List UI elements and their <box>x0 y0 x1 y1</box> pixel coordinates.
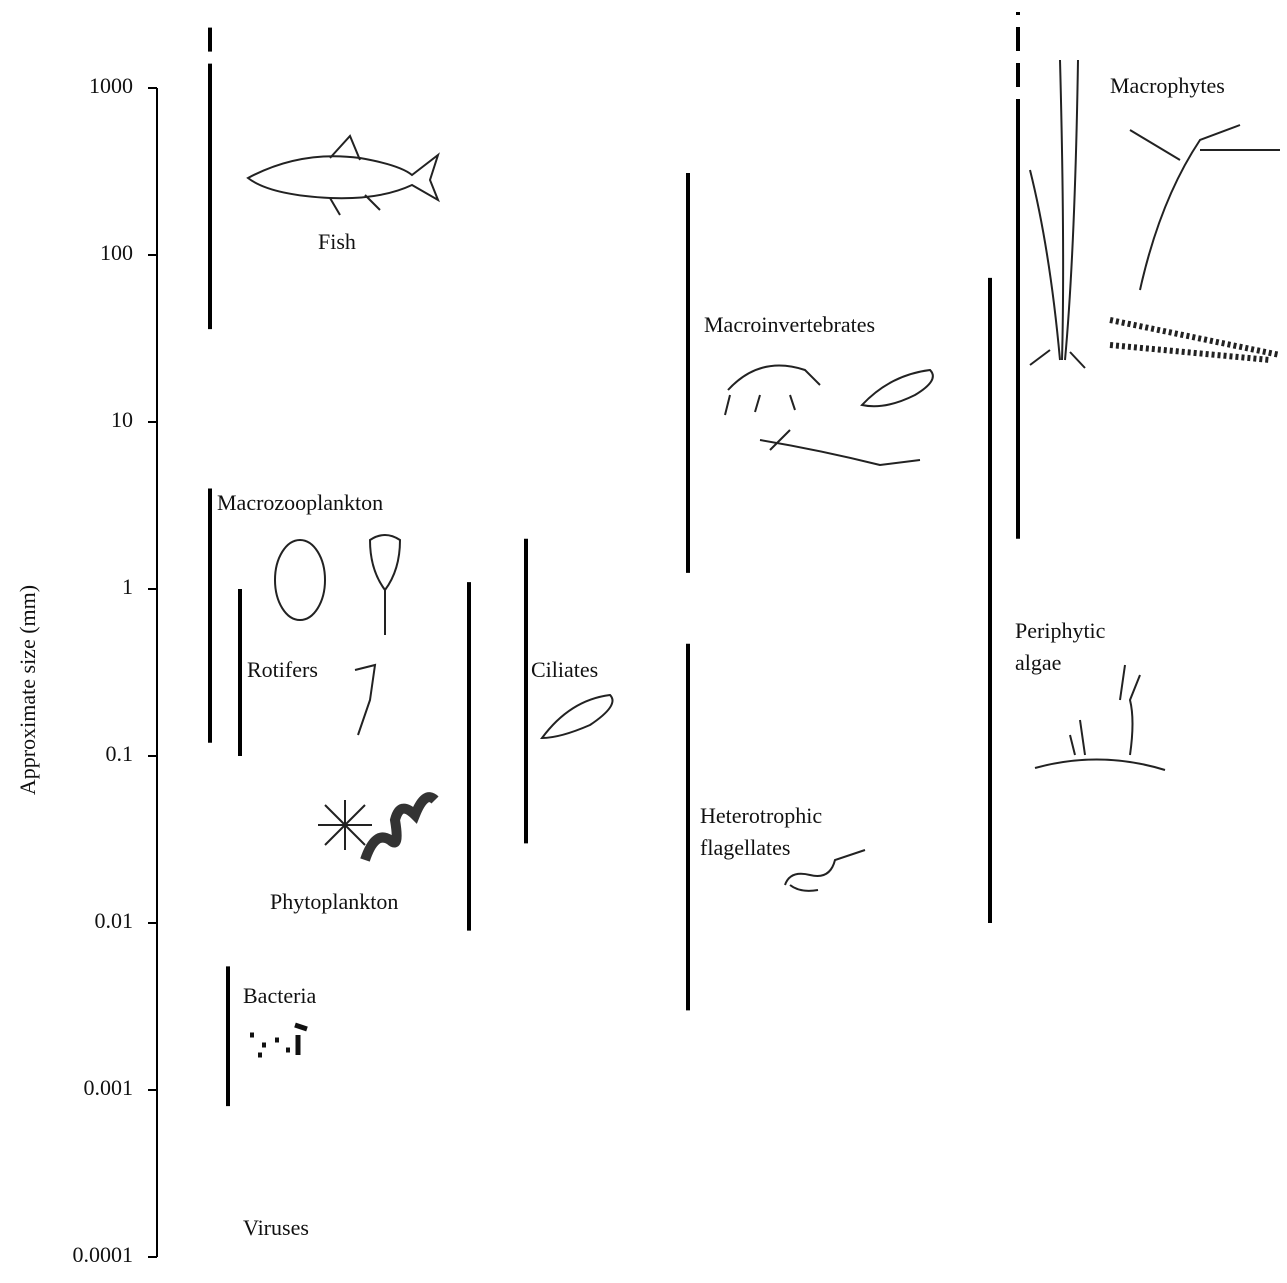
y-tick-label: 0.0001 <box>73 1242 134 1267</box>
algae-drawing <box>1035 665 1165 770</box>
y-tick-label: 0.1 <box>106 741 134 766</box>
y-tick-label: 10 <box>111 407 133 432</box>
group-label: Periphytic algae <box>1015 615 1150 679</box>
y-tick-label: 0.01 <box>95 908 134 933</box>
fish-drawing <box>248 155 438 200</box>
macrophyte-reed <box>1030 60 1085 368</box>
fish-fins <box>330 136 380 215</box>
y-axis-label: Approximate size (mm) <box>15 585 40 795</box>
y-tick-label: 1000 <box>89 73 133 98</box>
phyto-chain <box>365 797 435 860</box>
larva-drawing <box>862 370 933 406</box>
group-label: Rotifers <box>247 654 447 686</box>
group-label: Macrophytes <box>1110 70 1285 102</box>
bacteria-drawing <box>250 1025 307 1055</box>
macrophyte-fern <box>1110 320 1280 360</box>
group-label: Fish <box>318 226 518 258</box>
group-label: Ciliates <box>531 654 731 686</box>
group-label: Macrozooplankton <box>217 487 477 519</box>
y-tick-label: 100 <box>100 240 133 265</box>
y-tick-label: 1 <box>122 574 133 599</box>
daphnia-drawing <box>275 540 325 620</box>
copepod-drawing <box>370 535 400 635</box>
group-label: Bacteria <box>243 980 443 1012</box>
phyto-star <box>318 800 372 850</box>
group-label: Phytoplankton <box>270 886 470 918</box>
macrophyte-plant <box>1130 125 1280 290</box>
chart-page: Approximate size (mm) 0.0001 0.001 0.01 0.1… <box>0 0 1287 1283</box>
y-tick-label: 0.001 <box>84 1075 134 1100</box>
group-label: Heterotrophic flagellates <box>700 800 875 864</box>
amphipod-drawing <box>725 366 820 416</box>
insect-drawing <box>760 430 920 465</box>
group-label: Macroinvertebrates <box>704 309 964 341</box>
group-label: Viruses <box>243 1212 443 1244</box>
ciliate-drawing <box>542 695 613 738</box>
